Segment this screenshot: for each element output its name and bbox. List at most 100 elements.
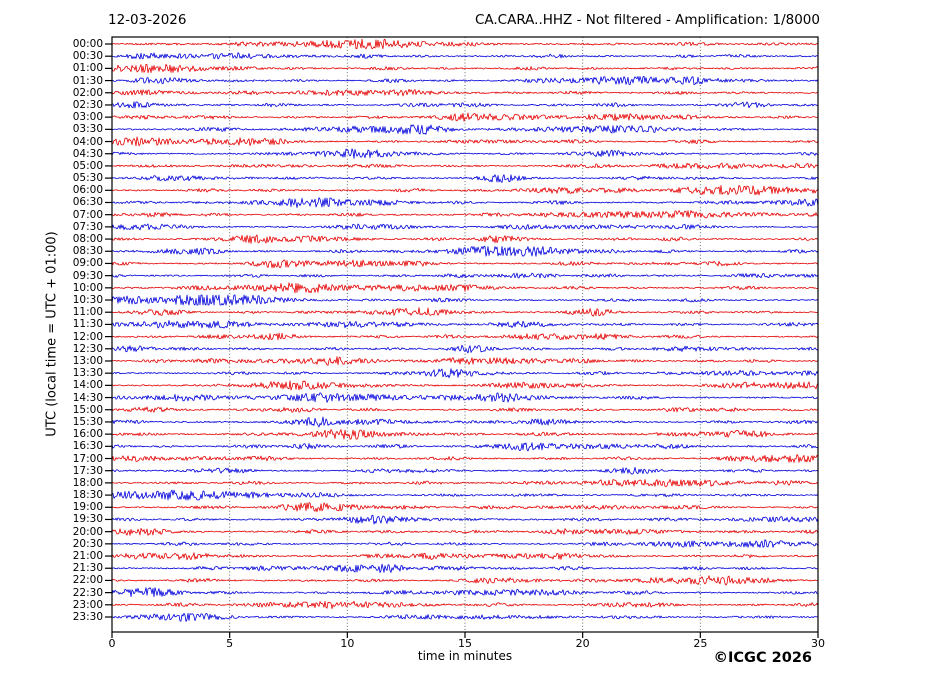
- y-tick-label-14:30: 14:30: [72, 391, 103, 404]
- seismo-trace-21:30: [111, 563, 819, 574]
- y-tick-label-03:30: 03:30: [72, 123, 103, 136]
- seismo-trace-08:30: [111, 245, 819, 257]
- y-tick-label-21:30: 21:30: [72, 562, 103, 575]
- seismo-trace-22:30: [111, 587, 819, 598]
- y-tick-label-05:30: 05:30: [72, 172, 103, 185]
- seismo-trace-21:00: [111, 552, 819, 561]
- seismo-trace-17:30: [111, 466, 819, 475]
- seismo-trace-13:00: [111, 356, 819, 366]
- seismo-trace-15:30: [111, 416, 819, 428]
- seismo-trace-04:30: [111, 148, 819, 159]
- seismo-trace-09:30: [111, 272, 819, 279]
- y-tick-label-02:30: 02:30: [72, 98, 103, 111]
- copyright-text: ©ICGC 2026: [713, 650, 812, 666]
- seismo-trace-20:30: [111, 539, 819, 548]
- seismo-trace-08:00: [111, 234, 819, 244]
- seismo-trace-12:00: [111, 332, 819, 341]
- y-tick-label-21:00: 21:00: [72, 550, 103, 563]
- seismo-trace-06:00: [111, 184, 819, 196]
- y-tick-label-02:00: 02:00: [72, 86, 103, 99]
- y-tick-label-17:30: 17:30: [72, 464, 103, 477]
- y-tick-label-13:30: 13:30: [72, 367, 103, 380]
- seismo-trace-05:00: [111, 162, 819, 170]
- y-tick-label-18:00: 18:00: [72, 476, 103, 489]
- seismo-trace-00:00: [111, 38, 819, 50]
- y-tick-label-16:00: 16:00: [72, 428, 103, 441]
- y-tick-label-01:30: 01:30: [72, 74, 103, 87]
- y-tick-label-05:00: 05:00: [72, 159, 103, 172]
- seismo-trace-14:30: [111, 392, 818, 403]
- seismo-trace-18:30: [111, 489, 819, 501]
- seismo-trace-07:30: [111, 223, 819, 231]
- x-tick-label-30: 30: [811, 637, 825, 650]
- y-tick-label-23:30: 23:30: [72, 611, 103, 623]
- y-tick-label-10:00: 10:00: [72, 281, 103, 294]
- y-tick-label-08:30: 08:30: [72, 245, 103, 258]
- seismo-trace-05:30: [111, 174, 819, 183]
- seismo-trace-06:30: [111, 197, 819, 208]
- y-tick-label-04:00: 04:00: [72, 135, 103, 148]
- seismo-trace-23:00: [111, 600, 819, 609]
- y-tick-label-06:00: 06:00: [72, 184, 103, 197]
- seismo-trace-14:00: [111, 380, 819, 391]
- x-tick-label-15: 15: [458, 637, 472, 650]
- y-tick-label-23:00: 23:00: [72, 598, 103, 611]
- y-tick-label-06:30: 06:30: [72, 196, 103, 209]
- y-tick-label-20:30: 20:30: [72, 537, 103, 550]
- seismo-trace-03:00: [111, 112, 819, 122]
- y-tick-label-22:30: 22:30: [72, 586, 103, 599]
- seismo-trace-17:00: [111, 454, 819, 463]
- y-tick-label-07:30: 07:30: [72, 220, 103, 233]
- y-tick-label-00:30: 00:30: [72, 50, 103, 63]
- x-tick-label-25: 25: [693, 637, 708, 650]
- seismo-trace-04:00: [111, 136, 819, 147]
- y-tick-label-12:30: 12:30: [72, 342, 103, 355]
- seismo-trace-19:30: [111, 514, 819, 525]
- seismo-trace-23:30: [111, 612, 819, 622]
- seismo-trace-15:00: [111, 406, 819, 413]
- y-tick-label-01:00: 01:00: [72, 62, 103, 75]
- seismo-trace-02:30: [111, 101, 819, 109]
- x-tick-label-5: 5: [226, 637, 234, 650]
- seismo-trace-19:00: [111, 502, 819, 513]
- y-tick-label-10:30: 10:30: [72, 294, 103, 307]
- seismo-trace-01:00: [111, 63, 819, 74]
- y-tick-label-15:30: 15:30: [72, 415, 103, 428]
- seismo-trace-00:30: [111, 52, 819, 60]
- y-tick-label-15:00: 15:00: [72, 403, 103, 416]
- y-tick-label-16:30: 16:30: [72, 440, 103, 453]
- x-tick-label-20: 20: [575, 637, 590, 650]
- y-tick-label-09:30: 09:30: [72, 269, 103, 282]
- y-tick-label-14:00: 14:00: [72, 379, 103, 392]
- seismo-trace-07:00: [111, 210, 819, 219]
- y-tick-label-09:00: 09:00: [72, 257, 103, 270]
- seismo-trace-02:00: [111, 88, 819, 97]
- y-tick-label-19:30: 19:30: [72, 513, 103, 526]
- y-tick-label-22:00: 22:00: [72, 574, 103, 587]
- seismo-trace-13:30: [111, 368, 819, 379]
- y-tick-label-11:30: 11:30: [72, 318, 103, 331]
- y-tick-label-00:00: 00:00: [72, 38, 103, 50]
- x-tick-label-0: 0: [108, 637, 116, 650]
- y-tick-label-18:30: 18:30: [72, 489, 103, 502]
- seismo-trace-11:30: [111, 320, 819, 329]
- y-tick-label-08:00: 08:00: [72, 233, 103, 246]
- y-tick-label-13:00: 13:00: [72, 354, 103, 367]
- x-axis-label: time in minutes: [417, 649, 513, 663]
- seismo-trace-10:00: [111, 282, 819, 294]
- y-tick-label-19:00: 19:00: [72, 501, 103, 514]
- plot-title: CA.CARA..HHZ - Not filtered - Amplificat…: [474, 12, 820, 28]
- seismo-trace-10:30: [111, 294, 819, 306]
- y-tick-label-11:00: 11:00: [72, 306, 103, 319]
- y-tick-label-04:30: 04:30: [72, 147, 103, 160]
- seismo-trace-20:00: [111, 527, 819, 536]
- seismo-trace-03:30: [111, 124, 819, 135]
- y-tick-label-20:00: 20:00: [72, 525, 103, 538]
- plot-date: 12-03-2026: [108, 12, 187, 28]
- seismo-trace-01:30: [111, 76, 819, 86]
- y-tick-label-07:00: 07:00: [72, 208, 103, 221]
- seismo-trace-18:00: [111, 478, 819, 487]
- y-tick-label-03:00: 03:00: [72, 111, 103, 124]
